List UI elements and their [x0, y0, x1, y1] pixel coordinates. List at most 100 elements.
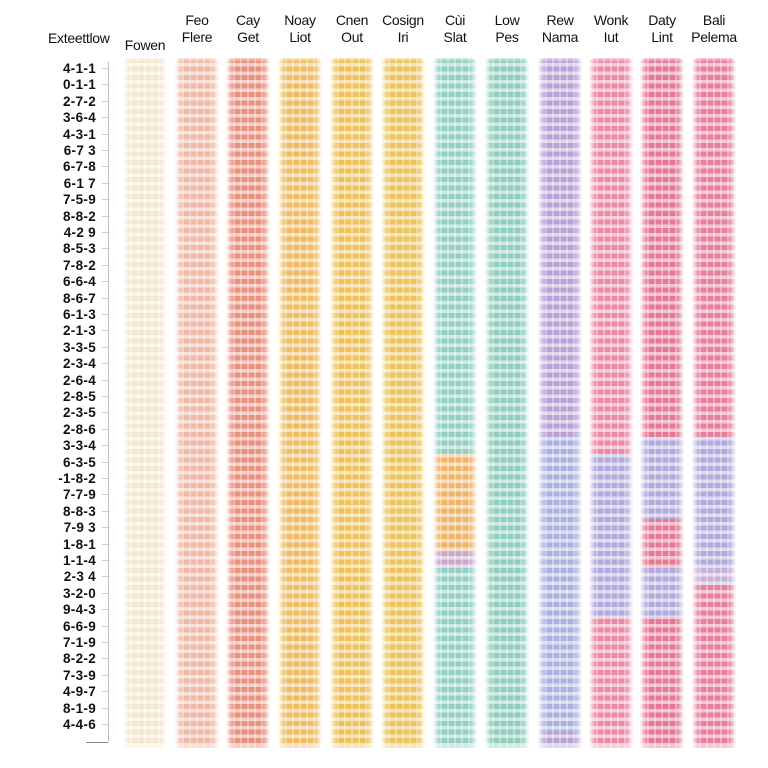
column-header: Low Pes — [477, 12, 537, 46]
row-label: 6-6-4 — [62, 274, 96, 290]
column-header-line2: Fowen — [124, 37, 166, 53]
heatmap-column — [692, 58, 736, 748]
row-label: 2-8-6 — [62, 421, 96, 437]
row-label: -1-8-2 — [58, 471, 96, 486]
strip-edge — [640, 58, 684, 748]
column-header-line2: Nama — [541, 29, 579, 45]
row-label: 7-7-9 — [62, 487, 96, 503]
heatmap-column — [538, 58, 582, 748]
row-label: 3-2-0 — [62, 585, 96, 601]
column-header-line2: Iri — [397, 29, 409, 45]
column-header-line1: Cay — [236, 12, 260, 28]
y-axis-tick — [102, 592, 108, 594]
y-axis-tick — [102, 625, 108, 627]
y-axis-tick — [102, 724, 108, 725]
heatmap-column — [330, 58, 374, 748]
y-axis-tick — [102, 396, 108, 397]
y-axis-tick — [102, 527, 108, 529]
y-axis-tick — [102, 609, 108, 611]
y-axis-tick — [102, 560, 108, 561]
column-header-line1: Bali — [702, 12, 726, 28]
y-axis-tick — [102, 445, 108, 447]
row-label: 6-6-9 — [62, 618, 96, 634]
column-header: Wonk Iut — [581, 12, 641, 46]
y-axis-tick — [102, 691, 108, 693]
strip-edge — [330, 58, 374, 748]
y-axis-tick — [102, 248, 108, 250]
row-label: 6-1-3 — [62, 307, 96, 322]
strip-texture — [538, 58, 582, 748]
column-header: Cùi Slat — [425, 12, 485, 46]
strip-edge — [175, 58, 219, 748]
strip-texture — [433, 58, 477, 748]
row-label: 7-5-9 — [62, 192, 96, 208]
y-axis-tick — [102, 68, 108, 69]
y-axis-tick — [102, 84, 108, 86]
heatmap-column — [640, 58, 684, 748]
y-axis-tick — [102, 330, 108, 332]
y-axis-tick — [102, 166, 108, 168]
heatmap-column — [381, 58, 425, 748]
row-label: 7-1-9 — [62, 635, 96, 650]
y-axis-tick — [102, 297, 108, 299]
y-axis-tick — [102, 133, 108, 135]
y-axis-tick — [102, 428, 108, 430]
row-label: 7-3-9 — [62, 667, 96, 683]
column-header: Cay Get — [218, 12, 278, 46]
row-label: 4-4-6 — [62, 717, 96, 732]
row-label: 8-8-2 — [62, 208, 96, 224]
y-axis-tick — [102, 707, 108, 709]
heatmap-column — [175, 58, 219, 748]
column-header-line1 — [115, 20, 175, 37]
column-header-line1: Cnen — [335, 12, 369, 28]
y-axis-tick — [102, 461, 108, 463]
y-axis-tick — [102, 314, 108, 315]
heatmap-column — [226, 58, 270, 748]
y-axis-tick — [102, 543, 108, 545]
column-header-line2: Slat — [443, 29, 467, 45]
column-header-line2: Lint — [651, 29, 673, 45]
column-header: Bali Pelema — [684, 12, 744, 46]
strip-edge — [485, 58, 529, 748]
strip-edge — [123, 58, 167, 748]
row-label: 8-6-7 — [62, 290, 96, 306]
row-label: 8-5-3 — [62, 241, 96, 257]
column-header: Cnen Out — [322, 12, 382, 46]
column-header: Daty Lint — [632, 12, 692, 46]
y-axis-tick — [102, 658, 108, 660]
strip-texture — [175, 58, 219, 748]
row-label: 2-3 4 — [63, 569, 96, 585]
column-header: Feo Flere — [167, 12, 227, 46]
row-label: 2-6-4 — [62, 372, 96, 388]
y-axis-tick — [102, 674, 108, 676]
column-header-line2: Out — [341, 29, 363, 45]
row-label: 2-1-3 — [62, 323, 96, 339]
row-label: 2-8-5 — [62, 389, 96, 404]
row-label: 3-3-5 — [62, 339, 96, 355]
row-label: 3-3-4 — [62, 438, 96, 454]
row-label: 8-2-2 — [62, 651, 96, 667]
column-header-line2: Pes — [495, 29, 519, 45]
strip-edge — [589, 58, 633, 748]
row-label: 4-2 9 — [63, 225, 96, 240]
y-axis-tick — [102, 232, 108, 233]
heatmap-column — [123, 58, 167, 748]
column-header-line2: Flere — [181, 29, 213, 45]
y-axis-tick — [102, 215, 108, 217]
row-label: 2-3-5 — [62, 405, 96, 421]
y-axis-tick — [102, 642, 108, 643]
y-axis-tick — [102, 346, 108, 348]
y-axis-tick — [102, 100, 108, 102]
row-label: 1-1-4 — [62, 553, 96, 568]
y-axis-tick — [102, 576, 108, 578]
strip-texture — [692, 58, 736, 748]
column-header-line1: Low — [494, 12, 520, 28]
row-label: 2-7-2 — [62, 93, 96, 109]
row-label: 3-6-4 — [62, 110, 96, 126]
row-label: 7-8-2 — [62, 257, 96, 273]
strip-texture — [589, 58, 633, 748]
column-header: Rew Nama — [530, 12, 590, 46]
heatmap-column — [278, 58, 322, 748]
row-label: 1-8-1 — [62, 536, 96, 552]
y-axis-tick — [102, 510, 108, 512]
